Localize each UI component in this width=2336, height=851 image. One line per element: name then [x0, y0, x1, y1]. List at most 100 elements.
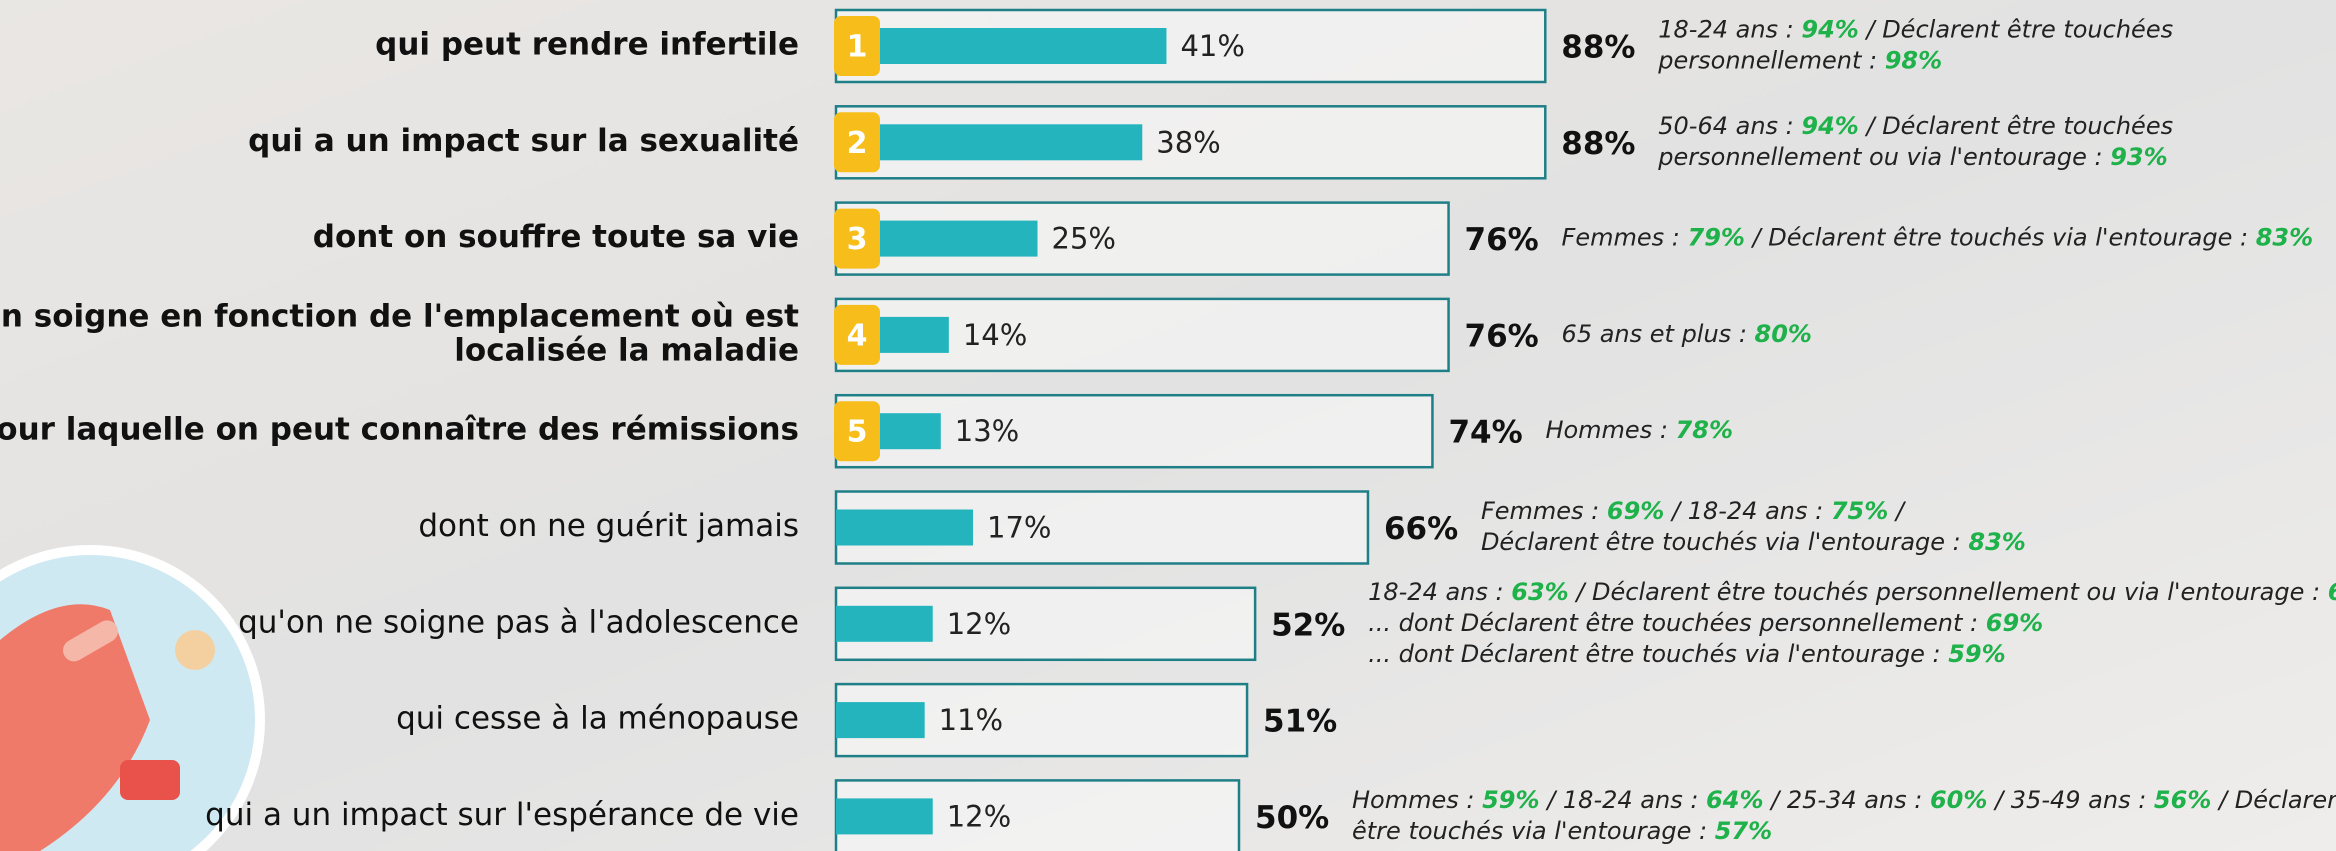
note-segment: 61%: [2328, 578, 2336, 606]
note-segment: /: [1888, 497, 1907, 525]
category-label: qu'on ne soigne pas à l'adolescence: [238, 604, 799, 640]
total-label: 52%: [1271, 607, 1345, 643]
note-segment: 83%: [1968, 528, 2025, 556]
rank-number: 5: [847, 415, 868, 450]
total-label: 66%: [1384, 511, 1458, 547]
bar: [836, 509, 974, 546]
rank-number: 3: [847, 222, 868, 257]
note-segment: 65 ans et plus :: [1562, 320, 1755, 348]
rank-badge: [834, 112, 880, 173]
total-label: 88%: [1561, 126, 1635, 162]
category-label: qui a un impact sur l'espérance de vie: [205, 797, 799, 833]
note-segment: / Déclarent être touchés personnellement…: [1569, 578, 2328, 606]
rank-badge: [834, 208, 880, 269]
note: ... dont Déclarent être touchées personn…: [1368, 609, 2043, 637]
value-label: 12%: [947, 607, 1011, 641]
note: Déclarent être touchés via l'entourage :…: [1481, 528, 2026, 556]
note-segment: 64%: [1706, 786, 1763, 814]
value-label: 25%: [1052, 222, 1116, 256]
category-label: dont on ne guérit jamais: [418, 508, 799, 544]
note: personnellement ou via l'entourage : 93%: [1657, 143, 2167, 171]
note-segment: Hommes :: [1352, 786, 1482, 814]
note-segment: Femmes :: [1562, 224, 1688, 252]
total-label: 74%: [1448, 415, 1522, 451]
note: ... dont Déclarent être touchés via l'en…: [1368, 640, 2006, 668]
value-label: 12%: [947, 799, 1011, 833]
note: 50-64 ans : 94% / Déclarent être touchée…: [1658, 112, 2173, 140]
note-segment: 69%: [1986, 609, 2043, 637]
note-segment: / 35-49 ans :: [1987, 786, 2153, 814]
value-label: 38%: [1156, 125, 1220, 159]
note-segment: personnellement ou via l'entourage :: [1657, 143, 2110, 171]
category-label: qui peut rendre infertile: [375, 27, 799, 63]
note-segment: 79%: [1688, 224, 1745, 252]
category-label: que l'on soigne en fonction de l'emplace…: [0, 298, 799, 334]
note: Femmes : 69% / 18-24 ans : 75% /: [1481, 497, 1907, 525]
note: 65 ans et plus : 80%: [1562, 320, 1812, 348]
note-segment: Déclarent être touchés via l'entourage :: [1481, 528, 1968, 556]
illustration: [0, 545, 265, 851]
bar: [836, 605, 933, 642]
note: Hommes : 78%: [1545, 416, 1733, 444]
note-segment: 83%: [2256, 224, 2313, 252]
note: être touchés via l'entourage : 57%: [1352, 817, 1772, 845]
note-segment: 57%: [1715, 817, 1772, 845]
note-segment: 78%: [1676, 416, 1733, 444]
rank-badge: [834, 16, 880, 76]
note-segment: 50-64 ans :: [1658, 112, 1801, 140]
note: Hommes : 59% / 18-24 ans : 64% / 25-34 a…: [1352, 786, 2336, 814]
total-label: 50%: [1255, 800, 1329, 836]
note-segment: personnellement :: [1657, 47, 1884, 75]
category-label: qui a un impact sur la sexualité: [248, 123, 799, 159]
bar: [836, 798, 933, 835]
total-label: 76%: [1465, 222, 1539, 258]
note-segment: 80%: [1755, 320, 1812, 348]
note-segment: 75%: [1831, 497, 1888, 525]
category-label: pour laquelle on peut connaître des rémi…: [0, 412, 799, 448]
total-label: 88%: [1561, 30, 1635, 66]
rows: qui peut rendre infertile 41% 1 88% 18-24 an…: [0, 8, 2336, 851]
note-segment: 69%: [1607, 497, 1664, 525]
note-segment: 59%: [1948, 640, 2005, 668]
note-segment: / Déclarent être touchées: [1859, 16, 2173, 44]
bar: [836, 124, 1143, 161]
category-label: qui cesse à la ménopause: [396, 701, 799, 737]
note-segment: 18-24 ans :: [1368, 578, 1511, 606]
note-segment: ... dont Déclarent être touchés via l'en…: [1368, 640, 1948, 668]
category-label: dont on souffre toute sa vie: [313, 219, 799, 255]
total-label: 51%: [1263, 704, 1337, 740]
value-label: 17%: [987, 511, 1051, 545]
note-segment: / Déclarent être touchées: [1859, 112, 2173, 140]
category-label: localisée la maladie: [454, 332, 799, 368]
note-segment: Hommes :: [1545, 416, 1675, 444]
note-segment: 94%: [1801, 16, 1858, 44]
rank-number: 4: [847, 318, 868, 353]
bar: [836, 28, 1167, 64]
note-segment: être touchés via l'entourage :: [1352, 817, 1715, 845]
bar: [836, 702, 925, 739]
note-segment: Femmes :: [1481, 497, 1607, 525]
rank-badge: [834, 401, 880, 462]
value-label: 14%: [963, 318, 1027, 352]
note-segment: ... dont Déclarent être touchées personn…: [1368, 609, 1986, 637]
rank-number: 2: [847, 126, 868, 161]
rank-number: 1: [847, 30, 868, 65]
note-segment: / 18-24 ans :: [1540, 786, 1706, 814]
note: Femmes : 79% / Déclarent être touchés vi…: [1562, 224, 2314, 252]
note-segment: 60%: [1930, 786, 1987, 814]
note: 18-24 ans : 94% / Déclarent être touchée…: [1658, 16, 2173, 44]
rank-badge: [834, 304, 880, 365]
note-segment: / 18-24 ans :: [1664, 497, 1830, 525]
total-label: 76%: [1465, 318, 1539, 354]
note-segment: / Déclarent: [2211, 786, 2336, 814]
note-segment: 56%: [2154, 786, 2211, 814]
note-segment: 59%: [1482, 786, 1539, 814]
note: personnellement : 98%: [1657, 47, 1942, 75]
note-segment: 94%: [1801, 112, 1858, 140]
note-segment: 98%: [1885, 47, 1942, 75]
value-label: 41%: [1180, 29, 1244, 63]
note: 18-24 ans : 63% / Déclarent être touchés…: [1368, 578, 2336, 606]
